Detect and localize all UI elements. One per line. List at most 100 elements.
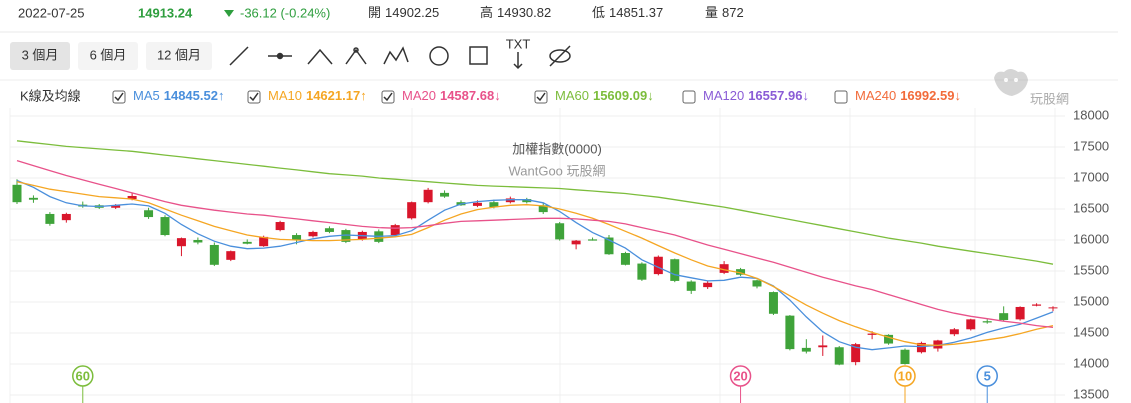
legend-entry[interactable]: MA60 15609.09↓ — [555, 88, 654, 103]
tool-icons[interactable] — [229, 45, 571, 70]
button-bg[interactable] — [10, 42, 70, 70]
y-tick-label: 17000 — [1073, 169, 1109, 184]
candle-body — [423, 189, 433, 203]
legend-name: MA60 — [555, 88, 589, 103]
candle-body — [144, 210, 154, 218]
legend-checkbox[interactable] — [834, 90, 848, 104]
candle-body — [818, 345, 828, 348]
button-bg[interactable] — [146, 42, 212, 70]
legend-entry[interactable]: MA240 16992.59↓ — [855, 88, 961, 103]
ma-marker-label: 60 — [76, 368, 90, 383]
candle-body — [111, 205, 121, 208]
watermark-text: 玩股網 — [1030, 91, 1069, 106]
quote-change: -36.12 (-0.24%) — [240, 5, 330, 20]
y-tick-label: 15000 — [1073, 293, 1109, 308]
quote-price: 14913.24 — [138, 5, 193, 20]
candle-body — [653, 256, 663, 275]
button-label[interactable]: 12 個月 — [157, 47, 201, 62]
candle-body — [324, 228, 334, 232]
legend-value: 16557.96 — [748, 88, 802, 103]
ma-line — [16, 179, 1054, 351]
checkmark[interactable] — [249, 92, 259, 102]
y-tick-label: 17500 — [1073, 138, 1109, 153]
legend-checkbox[interactable] — [682, 90, 696, 104]
watermark — [994, 69, 1028, 96]
candle-body — [259, 236, 269, 247]
text-tool-label: TXT — [506, 36, 531, 51]
legend-value: 16992.59 — [900, 88, 954, 103]
candle-body — [555, 223, 565, 240]
range-button[interactable]: 6 個月 — [78, 42, 138, 70]
legend-trend: ↑ — [218, 88, 225, 103]
candle-body — [851, 344, 861, 363]
y-tick-label: 13500 — [1073, 386, 1109, 401]
legend-title: K線及均線 — [20, 88, 81, 103]
y-tick-label: 16500 — [1073, 200, 1109, 215]
legend-checkbox[interactable] — [247, 90, 261, 104]
legend-checkbox[interactable] — [381, 90, 395, 104]
range-button[interactable]: 12 個月 — [146, 42, 212, 70]
legend-entry[interactable]: MA120 16557.96↓ — [703, 88, 809, 103]
legend-checkbox[interactable] — [534, 90, 548, 104]
candle-body — [440, 192, 450, 197]
candle-body — [670, 259, 680, 281]
candle-body — [588, 239, 598, 241]
legend-entry[interactable]: MA5 14845.52↑ — [133, 88, 224, 103]
candle-body — [752, 280, 762, 287]
candle-body — [472, 202, 482, 206]
candle-body — [28, 197, 38, 200]
candle-body — [176, 238, 186, 247]
chart-subtitle: WantGoo 玩股網 — [508, 163, 605, 178]
y-tick-label: 14000 — [1073, 355, 1109, 370]
button-label[interactable]: 6 個月 — [90, 47, 127, 62]
candle-body — [736, 269, 746, 275]
quote-stat: 高 14930.82 — [480, 5, 551, 20]
stat-value: 14851.37 — [609, 5, 663, 20]
button-label[interactable]: 3 個月 — [22, 47, 59, 62]
candle-body — [341, 230, 351, 242]
legend-value: 14621.17 — [306, 88, 360, 103]
legend-trend: ↑ — [360, 88, 367, 103]
candle-body — [308, 231, 318, 237]
candle-body — [61, 213, 71, 221]
candle-body — [719, 264, 729, 273]
range-button[interactable]: 3 個月 — [10, 42, 70, 70]
candle-body — [127, 195, 137, 200]
stat-label: 低 — [592, 5, 605, 20]
legend-entry[interactable]: MA20 14587.68↓ — [402, 88, 501, 103]
candle-body — [999, 313, 1009, 320]
candle-body — [982, 321, 992, 323]
quote-date: 2022-07-25 — [18, 5, 85, 20]
ma-marker — [729, 365, 752, 387]
candle-body — [620, 253, 630, 265]
y-tick-label: 16000 — [1073, 231, 1109, 246]
legend-checkbox[interactable] — [112, 90, 126, 104]
candle-body — [538, 205, 548, 213]
ma-marker-label: 20 — [733, 368, 747, 383]
candle-body — [785, 315, 795, 350]
ma-line — [16, 140, 1054, 265]
button-bg[interactable] — [78, 42, 138, 70]
candle-body — [571, 240, 581, 245]
checkmark[interactable] — [383, 92, 393, 102]
down-arrow — [224, 10, 234, 17]
candle-body — [703, 282, 713, 288]
checkmark[interactable] — [536, 92, 546, 102]
y-tick-label: 15500 — [1073, 262, 1109, 277]
candle-body — [686, 281, 696, 291]
ma-marker — [72, 365, 94, 387]
stat-label: 量 — [705, 5, 718, 20]
legend-entry[interactable]: MA10 14621.17↑ — [268, 88, 367, 103]
candle-body — [292, 235, 302, 240]
ma-line — [16, 181, 1054, 347]
legend-value: 14845.52 — [164, 88, 218, 103]
checkmark[interactable] — [114, 92, 124, 102]
candle-body — [275, 222, 285, 231]
legend-trend: ↓ — [802, 88, 809, 103]
candle-body — [209, 244, 219, 265]
legend-name: MA20 — [402, 88, 436, 103]
candle-body — [867, 333, 877, 335]
candle-body — [1032, 304, 1042, 306]
legend-trend: ↓ — [647, 88, 654, 103]
candle-body — [834, 347, 844, 365]
